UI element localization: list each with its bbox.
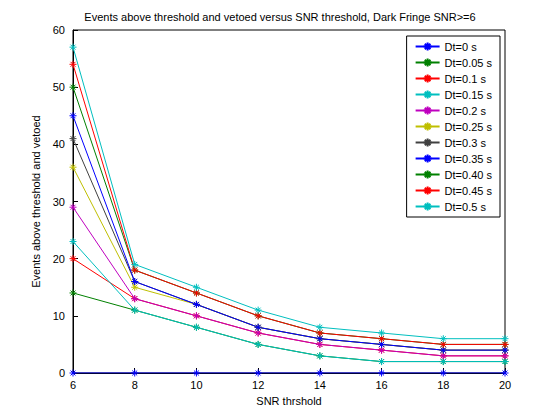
svg-text:Dt=0 s: Dt=0 s <box>445 41 478 53</box>
svg-text:20: 20 <box>499 379 511 391</box>
svg-text:Dt=0.40 s: Dt=0.40 s <box>445 169 493 181</box>
svg-text:Events above threshold and vet: Events above threshold and vetoed versus… <box>84 11 475 23</box>
svg-text:Dt=0.3 s: Dt=0.3 s <box>445 137 487 149</box>
svg-text:8: 8 <box>132 379 138 391</box>
svg-text:Dt=0.5 s: Dt=0.5 s <box>445 201 487 213</box>
svg-text:6: 6 <box>70 379 76 391</box>
svg-text:14: 14 <box>314 379 326 391</box>
svg-text:Dt=0.2 s: Dt=0.2 s <box>445 105 487 117</box>
svg-text:10: 10 <box>190 379 202 391</box>
svg-text:Dt=0.1 s: Dt=0.1 s <box>445 73 487 85</box>
svg-text:Dt=0.45 s: Dt=0.45 s <box>445 185 493 197</box>
svg-text:Dt=0.35 s: Dt=0.35 s <box>445 153 493 165</box>
svg-text:18: 18 <box>437 379 449 391</box>
svg-text:16: 16 <box>375 379 387 391</box>
svg-text:60: 60 <box>53 24 65 36</box>
svg-text:0: 0 <box>59 367 65 379</box>
svg-text:SNR thrshold: SNR thrshold <box>256 395 321 407</box>
svg-text:Dt=0.15 s: Dt=0.15 s <box>445 89 493 101</box>
svg-text:Dt=0.05 s: Dt=0.05 s <box>445 57 493 69</box>
svg-text:30: 30 <box>53 196 65 208</box>
svg-text:Dt=0.25 s: Dt=0.25 s <box>445 121 493 133</box>
svg-text:Events above threshold and vet: Events above threshold and vetoed <box>30 115 42 287</box>
svg-text:12: 12 <box>252 379 264 391</box>
svg-text:10: 10 <box>53 310 65 322</box>
svg-text:20: 20 <box>53 253 65 265</box>
svg-text:50: 50 <box>53 81 65 93</box>
svg-text:40: 40 <box>53 138 65 150</box>
